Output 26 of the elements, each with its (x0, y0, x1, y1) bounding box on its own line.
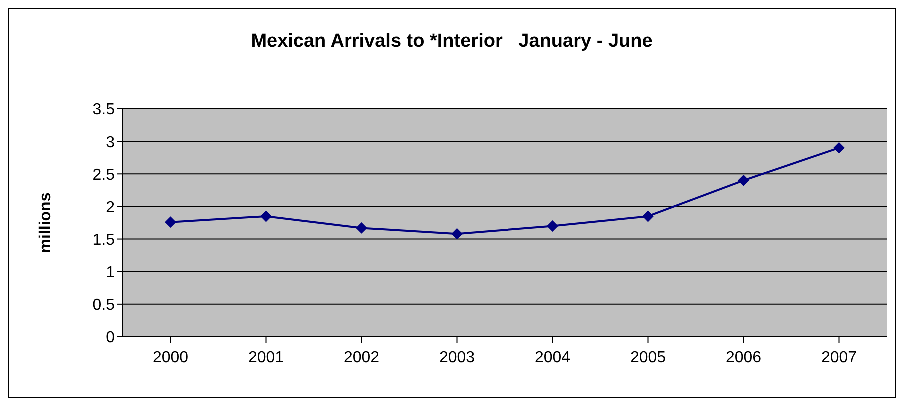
point (738, 175, 750, 186)
y-tick-label: 0 (106, 330, 116, 347)
x-tick-label: 2000 (152, 349, 189, 366)
y-tick-label: 3.5 (92, 102, 116, 119)
y-tick-label: 0.5 (92, 297, 116, 314)
y-tick-label: 2.5 (92, 166, 116, 184)
y-tick-label: 1 (106, 264, 116, 282)
x-tick-label: 2007 (821, 349, 858, 366)
point (452, 228, 463, 240)
point (642, 210, 654, 222)
y-tick-label: 2 (106, 199, 116, 216)
y-tick-label: 3 (106, 134, 116, 152)
x-tick-label: 2001 (248, 349, 284, 366)
chart-title: Mexican Arrivals to *Interior January - June (250, 31, 654, 53)
y-tick-label: 1.5 (92, 232, 116, 249)
point (547, 220, 558, 232)
point (356, 222, 368, 234)
x-tick-label: 2003 (439, 349, 476, 366)
point (834, 142, 845, 154)
x-tick-label: 2006 (726, 349, 762, 366)
point (260, 210, 272, 222)
y-axis-title: millions (38, 192, 55, 254)
x-tick-label: 2005 (630, 349, 666, 366)
point (165, 216, 176, 228)
x-tick-label: 2002 (344, 349, 380, 366)
x-tick-label: 2004 (534, 349, 571, 366)
